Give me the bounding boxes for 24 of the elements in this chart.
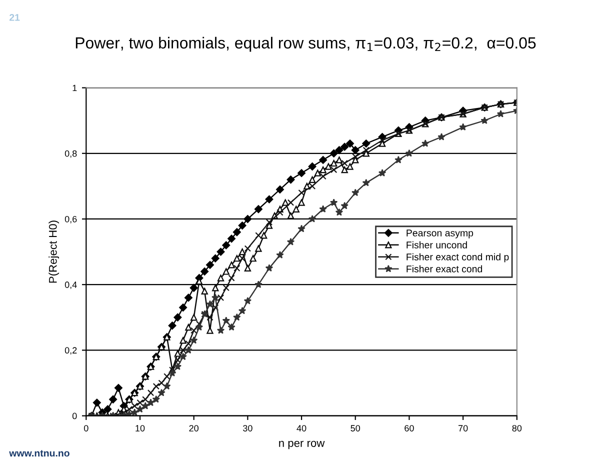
x-tick-label: 20 (189, 425, 199, 432)
legend-label: Fisher exact cond (406, 265, 482, 272)
x-tick-label: 0 (84, 425, 88, 432)
y-tick-label: 0,6 (64, 216, 77, 224)
x-tick-label: 80 (512, 425, 522, 432)
x-tick-label: 30 (243, 425, 252, 432)
y-tick-label: 0,4 (64, 282, 77, 290)
y-tick-label: 0,2 (64, 347, 77, 355)
x-tick-label: 60 (404, 425, 414, 432)
x-tick-label: 70 (458, 425, 468, 432)
x-tick-label: 10 (136, 425, 145, 432)
chart-title: Power, two binomials, equal row sums, π$_{1}$=0.03, π$_{2}$=0.2, α=0.05 (76, 36, 536, 52)
text: www.ntnu.no (9, 450, 70, 457)
text: 21 (10, 14, 20, 21)
y-tick-label: 0,8 (64, 150, 77, 158)
y-tick-label: 0 (72, 412, 77, 420)
y-axis-title: P(Reject H0) (48, 220, 60, 283)
legend-label: Pearson asymp (406, 230, 474, 238)
x-tick-label: 40 (296, 425, 306, 432)
y-tick-label: 1 (72, 84, 77, 92)
x-tick-label: 50 (350, 425, 360, 432)
legend-label: Fisher uncond (406, 241, 467, 248)
x-axis-title: n per row (279, 440, 325, 450)
legend-label: Fisher exact cond mid p (406, 253, 509, 262)
